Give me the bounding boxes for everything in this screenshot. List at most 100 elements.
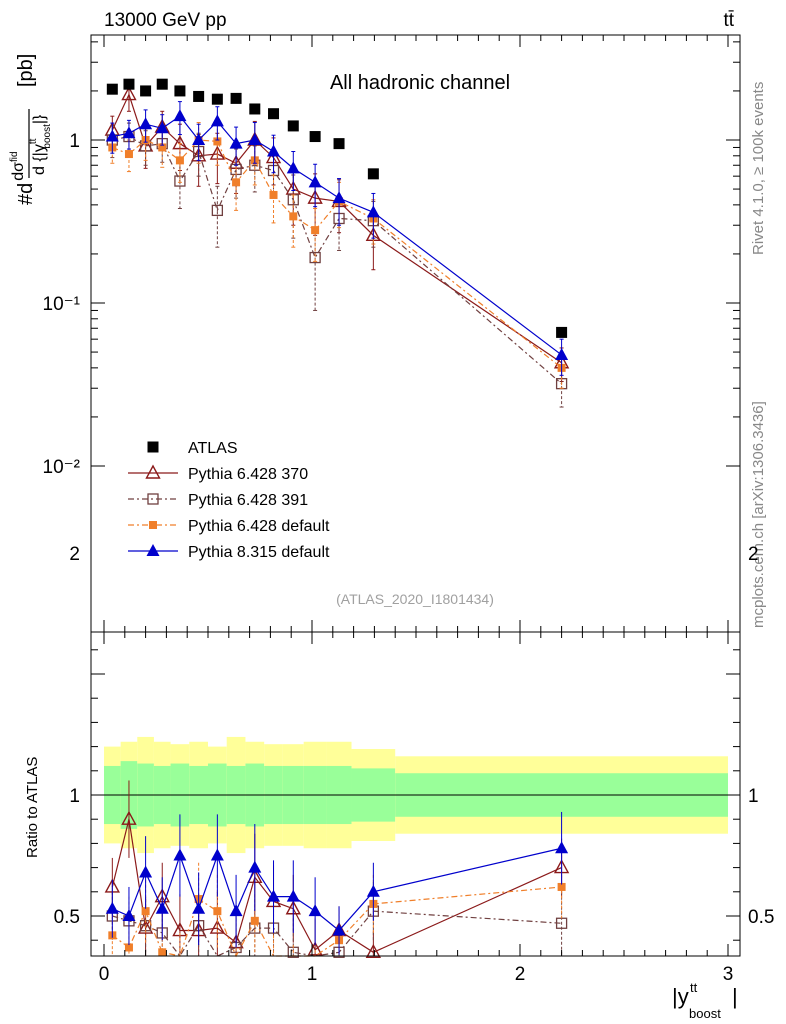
point-pythia-6-428-default xyxy=(158,143,167,152)
main-y-tick-label: 1 xyxy=(69,131,80,152)
legend-label-pythia-6-428-default: Pythia 6.428 default xyxy=(188,518,330,535)
point-pythia-8-315-default xyxy=(229,136,243,149)
ratio-y-tick-label-left: 2 xyxy=(69,544,80,565)
x-ticks: 0 1 2 3 xyxy=(99,35,734,985)
point-atlas xyxy=(123,78,135,90)
main-series xyxy=(104,78,570,408)
point-atlas xyxy=(309,131,321,143)
point-pythia-8-315-default xyxy=(286,161,300,174)
point-atlas xyxy=(193,90,205,102)
ratio-y-axis-label: Ratio to ATLAS xyxy=(24,757,41,858)
ratio-point-pythia-8-315-default xyxy=(173,848,187,861)
ratio-point-pythia-8-315-default xyxy=(308,904,322,917)
point-pythia-8-315-default xyxy=(308,175,322,188)
ratio-point-pythia-8-315-default xyxy=(139,865,153,878)
point-pythia-8-315-default xyxy=(192,133,206,145)
point-atlas xyxy=(140,85,152,97)
point-atlas xyxy=(333,138,345,150)
main-panel: All hadronic channel (ATLAS_2020_I180143… xyxy=(43,34,741,633)
main-y-tick-label: 10⁻¹ xyxy=(43,294,81,315)
ratio-point-pythia-6-428-default xyxy=(213,907,222,916)
point-pythia-8-315-default xyxy=(332,191,346,204)
point-pythia-8-315-default xyxy=(173,109,187,122)
legend-marker-pythia-8-315-default xyxy=(146,544,160,556)
point-atlas xyxy=(211,93,223,105)
ratio-y-tick-label-left: 0.5 xyxy=(54,907,80,928)
legend-label-pythia-8-315-default: Pythia 8.315 default xyxy=(188,544,330,561)
legend-marker-pythia-6-428-391 xyxy=(147,493,159,505)
point-pythia-6-428-default xyxy=(213,137,222,146)
analysis-id: (ATLAS_2020_I1801434) xyxy=(336,591,494,607)
legend-marker-atlas xyxy=(147,441,159,453)
main-y-tick-label: 10⁻² xyxy=(43,457,81,478)
ratio-y-tick-label-right: 0.5 xyxy=(748,907,774,928)
ratio-point-pythia-8-315-default xyxy=(210,848,224,861)
energy-label: 13000 GeV pp xyxy=(104,10,227,31)
svg-text:|y: |y xyxy=(672,984,689,1009)
ratio-point-pythia-8-315-default xyxy=(555,841,569,854)
ratio-y-tick-label-right: 1 xyxy=(748,786,759,807)
legend-label-pythia-6-428-391: Pythia 6.428 391 xyxy=(188,492,308,509)
point-pythia-8-315-default xyxy=(555,347,569,360)
ratio-point-pythia-6-428-370 xyxy=(365,943,382,958)
point-pythia-8-315-default xyxy=(248,133,262,145)
ratio-y-tick-label-right: 2 xyxy=(748,544,759,565)
ratio-point-pythia-6-428-default xyxy=(141,907,150,916)
ratio-ticks: 0.5 0.5 1 1 2 2 xyxy=(54,544,774,941)
legend: ATLAS Pythia 6.428 370 Pythia 6.428 391 Pyt… xyxy=(128,440,330,561)
ratio-series xyxy=(104,780,570,958)
svg-text:[pb]: [pb] xyxy=(15,54,37,87)
point-pythia-6-428-default xyxy=(124,150,133,159)
point-pythia-6-428-default xyxy=(175,156,184,165)
point-atlas xyxy=(249,103,261,115)
point-pythia-8-315-default xyxy=(366,205,380,218)
chart-title: All hadronic channel xyxy=(330,72,510,94)
x-tick-label: 1 xyxy=(307,964,318,985)
point-atlas xyxy=(106,83,118,95)
point-pythia-8-315-default xyxy=(267,144,281,157)
point-atlas xyxy=(230,92,242,104)
point-pythia-6-428-370 xyxy=(285,180,301,195)
rivet-version-label: Rivet 4.1.0, ≥ 100k events xyxy=(750,82,767,255)
ratio-point-pythia-6-428-default xyxy=(250,916,259,925)
point-pythia-6-428-default xyxy=(269,190,278,199)
ratio-point-pythia-8-315-default xyxy=(286,889,300,902)
point-atlas xyxy=(156,78,168,90)
x-tick-label: 3 xyxy=(723,964,734,985)
ratio-point-pythia-8-315-default xyxy=(332,923,346,936)
svg-text:#ddσfid: #ddσfid xyxy=(9,151,37,205)
ratio-point-pythia-8-315-default xyxy=(192,901,206,914)
point-atlas xyxy=(174,85,186,97)
point-pythia-6-428-391 xyxy=(309,251,321,264)
point-atlas xyxy=(268,108,280,120)
process-label: tt̄ xyxy=(723,10,734,31)
ratio-point-pythia-8-315-default xyxy=(267,889,281,902)
svg-text:|: | xyxy=(732,984,738,1009)
ratio-point-pythia-6-428-default xyxy=(124,943,133,952)
point-pythia-8-315-default xyxy=(122,126,136,139)
point-atlas xyxy=(287,120,299,132)
ratio-point-pythia-6-428-default xyxy=(557,882,566,891)
point-pythia-6-428-default xyxy=(289,212,298,221)
point-pythia-6-428-391 xyxy=(211,204,224,217)
x-axis-label: |y tt boost | xyxy=(672,980,738,1021)
point-pythia-8-315-default xyxy=(105,129,119,142)
x-tick-label: 0 xyxy=(99,964,110,985)
point-pythia-6-428-default xyxy=(311,226,320,235)
point-atlas xyxy=(367,168,379,180)
ratio-point-pythia-8-315-default xyxy=(229,904,243,917)
ratio-point-pythia-6-428-370 xyxy=(209,919,226,934)
point-pythia-8-315-default xyxy=(210,114,224,127)
ratio-point-pythia-8-315-default xyxy=(366,884,380,897)
point-pythia-8-315-default xyxy=(155,121,169,134)
main-y-axis-label: #ddσfid d {|ytt boost|} [pb] xyxy=(9,54,53,205)
mcplots-label: mcplots.cern.ch [arXiv:1306.3436] xyxy=(750,401,767,628)
x-tick-label: 2 xyxy=(515,964,526,985)
point-pythia-6-428-default xyxy=(232,178,241,187)
point-atlas xyxy=(556,326,568,338)
ratio-point-pythia-6-428-370 xyxy=(121,810,137,825)
ratio-point-pythia-8-315-default xyxy=(122,909,136,921)
point-pythia-8-315-default xyxy=(139,117,153,130)
